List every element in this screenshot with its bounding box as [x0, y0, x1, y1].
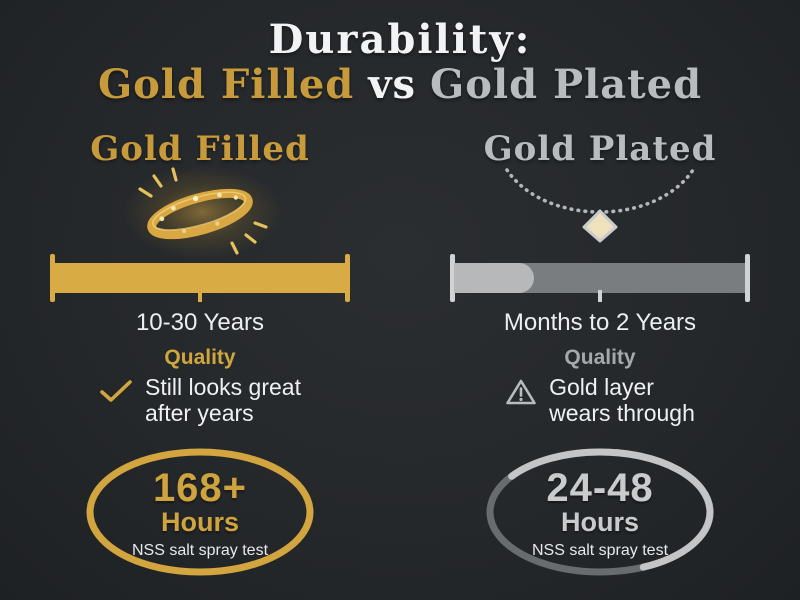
quality-text-gold-plated: Gold layer wears through: [549, 374, 695, 426]
badge-caption: NSS salt spray test: [131, 541, 269, 559]
subtitle-gold-filled: Gold Filled: [97, 61, 355, 108]
necklace-icon-area: [485, 168, 715, 252]
subtitle-gold-plated: Gold Plated: [430, 61, 703, 108]
quality-title-gold-filled: Quality: [164, 346, 236, 369]
column-gold-plated: Gold Plated Months to 2 Years Qual: [400, 122, 800, 582]
badge-unit: Hours: [160, 506, 239, 537]
test-badge-gold-plated: 24-48 Hours NSS salt spray test: [480, 442, 720, 582]
badge-ring-gray: [486, 448, 714, 576]
quality-feature-gold-filled: Still looks great after years: [99, 374, 301, 426]
bar-track: [54, 263, 346, 293]
quality-feature-gold-plated: Gold layer wears through: [505, 374, 695, 426]
badge-value: 24-48: [546, 465, 654, 510]
column-heading-gold-filled: Gold Filled: [90, 129, 310, 169]
durability-bar-gold-plated: [450, 254, 750, 302]
bar-mid-tick: [198, 290, 202, 302]
lifespan-label-gold-filled: 10-30 Years: [135, 309, 265, 336]
badge-value: 168+: [152, 465, 248, 510]
bar-right-cap: [745, 254, 750, 302]
header: Durability: Gold Filled vs Gold Plated: [0, 0, 800, 108]
warning-icon: [505, 378, 537, 411]
badge-ring-gold: [86, 448, 314, 576]
test-badge-gold-filled: 168+ Hours NSS salt spray test: [80, 442, 320, 582]
necklace-icon: [505, 168, 695, 243]
column-gold-filled: Gold Filled: [0, 122, 400, 582]
durability-bar-gold-filled: [50, 254, 350, 302]
bar-right-cap: [345, 254, 350, 302]
checkmark-icon: [99, 378, 133, 409]
badge-unit: Hours: [560, 506, 639, 537]
comparison-columns: Gold Filled: [0, 122, 800, 582]
bar-left-cap: [50, 254, 55, 302]
quality-text-gold-filled: Still looks great after years: [145, 374, 301, 426]
quality-text-line1: Gold layer: [549, 374, 654, 400]
page-subtitle: Gold Filled vs Gold Plated: [0, 62, 800, 108]
bar-left-cap: [450, 254, 455, 302]
gold-ring-icon-area: [110, 166, 290, 258]
quality-title-gold-plated: Quality: [564, 346, 636, 369]
gold-ring-icon: [122, 166, 282, 258]
page-title: Durability:: [268, 16, 532, 63]
quality-text-line1: Still looks great: [145, 374, 301, 400]
quality-text-line2: after years: [145, 400, 254, 426]
bar-mid-tick: [598, 290, 602, 302]
badge-caption: NSS salt spray test: [531, 541, 669, 559]
badge-text: 24-48 Hours NSS salt spray test: [480, 442, 720, 582]
bar-short-segment: [454, 263, 534, 293]
lifespan-label-gold-plated: Months to 2 Years: [503, 309, 697, 336]
badge-text: 168+ Hours NSS salt spray test: [80, 442, 320, 582]
subtitle-vs: vs: [368, 61, 417, 108]
column-heading-gold-plated: Gold Plated: [483, 129, 717, 169]
quality-text-line2: wears through: [549, 400, 695, 426]
